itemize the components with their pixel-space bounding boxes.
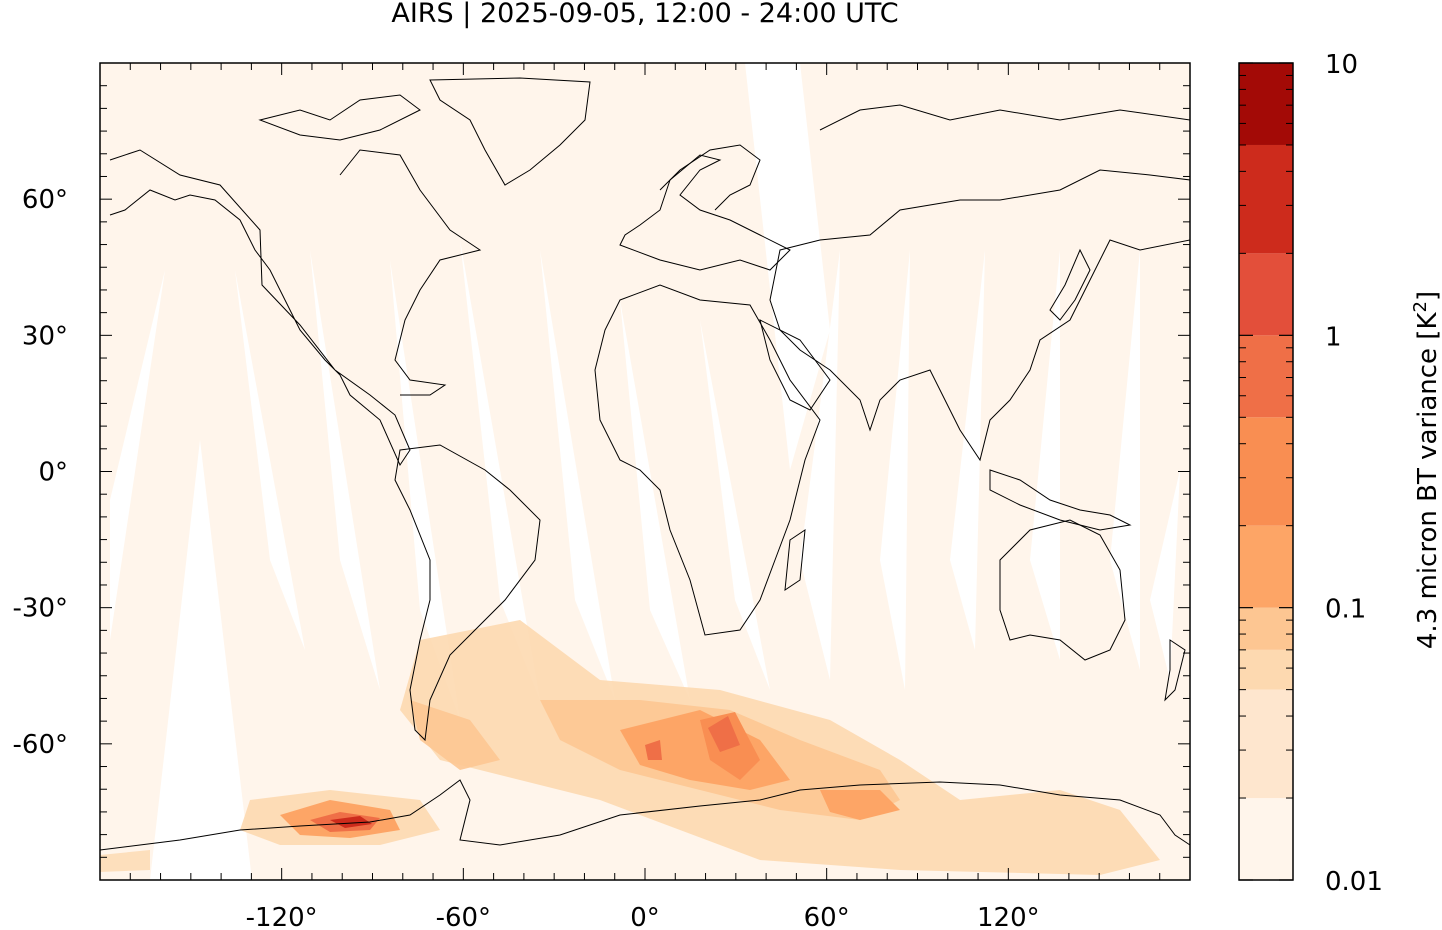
colorbar-segments — [1239, 63, 1293, 880]
colorbar-segment — [1239, 63, 1293, 145]
variance-region — [100, 850, 150, 872]
colorbar-frame — [1238, 62, 1294, 881]
gap-swath — [150, 440, 252, 880]
gap-swath — [540, 250, 615, 700]
coastline-indonesia — [989, 469, 1132, 531]
colorbar-segment — [1239, 649, 1293, 690]
colorbar-segment — [1239, 253, 1293, 336]
coastline-greenland — [429, 77, 591, 186]
colorbar-segment — [1239, 689, 1293, 799]
coastline-arabia — [759, 319, 831, 411]
coastline-africa — [594, 284, 821, 636]
coastline-new-zealand — [1164, 639, 1186, 702]
lat-tick-label: 0° — [38, 458, 68, 488]
colorbar-tick-label: 10 — [1325, 50, 1358, 80]
colorbar-tick-label: 1 — [1325, 322, 1342, 352]
gap-swath — [110, 270, 165, 640]
gap-swath — [460, 240, 540, 700]
lat-tick-label: 60° — [22, 185, 68, 215]
variance-region — [708, 716, 740, 752]
colorbar-segment — [1239, 335, 1293, 418]
coastline-asia — [769, 169, 1191, 462]
coastline-north-america-east — [339, 149, 482, 396]
variance-region — [410, 700, 500, 770]
gap-swath — [800, 250, 840, 680]
longitude-labels: -120° -60° 0° 60° 120° — [246, 903, 1040, 930]
lat-tick-label: -30° — [13, 594, 68, 624]
lon-tick-label: -60° — [436, 903, 491, 930]
coastline-europe — [619, 154, 791, 271]
gap-swath — [1030, 250, 1060, 660]
coastlines — [99, 77, 1191, 851]
colorbar-segment — [1239, 525, 1293, 608]
variance-field — [100, 620, 1160, 875]
lon-tick-label: -120° — [246, 903, 318, 930]
gap-swath — [950, 250, 985, 650]
colorbar: 10 1 0.1 0.01 4.3 micron BT variance [K2] — [1238, 50, 1442, 897]
gap-swath — [235, 270, 305, 650]
variance-region — [820, 790, 900, 820]
colorbar-tick-label: 0.1 — [1325, 595, 1366, 625]
coastline-antarctica — [99, 779, 1191, 851]
coastline-arctic-islands — [258, 94, 421, 141]
colorbar-segment — [1239, 417, 1293, 526]
colorbar-segment — [1239, 144, 1293, 254]
coastline-australia — [999, 519, 1126, 661]
map-ticks — [100, 63, 1190, 880]
colorbar-tick-labels: 10 1 0.1 0.01 — [1325, 50, 1383, 897]
colorbar-tick-label: 0.01 — [1325, 867, 1383, 897]
gap-swath — [700, 320, 770, 690]
gap-swath — [390, 260, 460, 720]
map-title: AIRS | 2025-09-05, 12:00 - 24:00 UTC — [391, 0, 899, 29]
map-panel: -120° -60° 0° 60° 120° 60° 30° 0° -30° -60° — [13, 62, 1191, 930]
coastline-south-america — [394, 444, 541, 742]
variance-region — [330, 816, 372, 828]
coastline-japan — [1049, 248, 1091, 321]
lon-tick-label: 120° — [977, 903, 1040, 930]
lon-tick-label: 60° — [804, 903, 850, 930]
gap-swath — [745, 63, 830, 470]
colorbar-segment — [1239, 798, 1293, 880]
colorbar-segment — [1239, 607, 1293, 650]
gap-swath — [1150, 470, 1180, 680]
coastline-north-america — [109, 149, 411, 467]
latitude-labels: 60° 30° 0° -30° -60° — [13, 185, 68, 760]
variance-region — [645, 740, 662, 760]
lat-tick-label: -60° — [13, 730, 68, 760]
coastline-siberia-north — [819, 104, 1191, 131]
lat-tick-label: 30° — [22, 321, 68, 351]
gap-swath — [620, 300, 690, 700]
coastline-scandinavia — [659, 144, 761, 211]
colorbar-label: 4.3 micron BT variance [K2] — [1410, 291, 1442, 649]
gap-swath — [880, 250, 910, 690]
data-gap-swaths — [110, 63, 1180, 880]
coastline-madagascar — [784, 528, 806, 592]
lon-tick-label: 0° — [630, 903, 660, 930]
colorbar-ticks — [1239, 62, 1293, 881]
